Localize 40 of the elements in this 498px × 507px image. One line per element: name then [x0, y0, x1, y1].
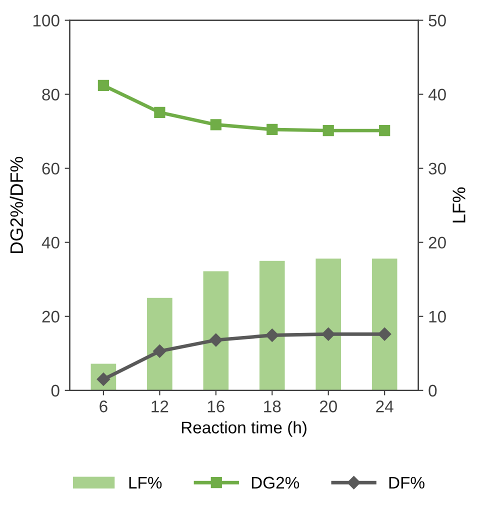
x-tick-label: 6	[100, 400, 108, 412]
point	[379, 125, 390, 136]
y2-axis-title: LF%	[452, 187, 466, 222]
bar	[316, 258, 342, 390]
y-tick-label: 100	[33, 14, 60, 26]
bar	[372, 258, 398, 390]
legend-label: DG2%	[252, 476, 300, 489]
point	[210, 119, 222, 130]
x-tick-label: 12	[152, 400, 168, 412]
x-tick-label: 20	[320, 400, 337, 412]
y-tick-label: 40	[42, 236, 60, 249]
legend-label: LF%	[129, 476, 162, 489]
y2-tick-label: 30	[428, 162, 446, 175]
point	[153, 344, 166, 358]
y-axis-title: DG2%/DF%	[10, 156, 24, 254]
point	[322, 328, 335, 341]
y2-tick-label: 40	[428, 88, 446, 101]
y2-tick-label: 0	[428, 384, 437, 397]
x-tick-label: 16	[208, 400, 224, 412]
point	[154, 106, 166, 118]
y2-tick-label: 50	[428, 14, 446, 26]
legend-label: DF%	[389, 476, 424, 489]
point	[378, 328, 392, 341]
bar	[203, 271, 229, 390]
x-tick-label: 18	[264, 400, 281, 412]
y2-tick-label: 10	[429, 310, 446, 323]
x-tick-label: 24	[376, 400, 394, 412]
y-tick-label: 20	[42, 310, 60, 323]
point	[98, 80, 110, 91]
point	[322, 125, 334, 136]
y2-tick-label: 20	[428, 236, 446, 249]
x-axis-title: Reaction time (h)	[182, 421, 306, 437]
point	[266, 124, 278, 136]
point	[209, 333, 222, 347]
y-tick-label: 0	[51, 384, 60, 397]
y-tick-label: 80	[42, 88, 60, 101]
point	[266, 328, 279, 342]
y-tick-label: 60	[42, 162, 60, 175]
bar	[259, 260, 285, 390]
bar	[147, 298, 172, 390]
